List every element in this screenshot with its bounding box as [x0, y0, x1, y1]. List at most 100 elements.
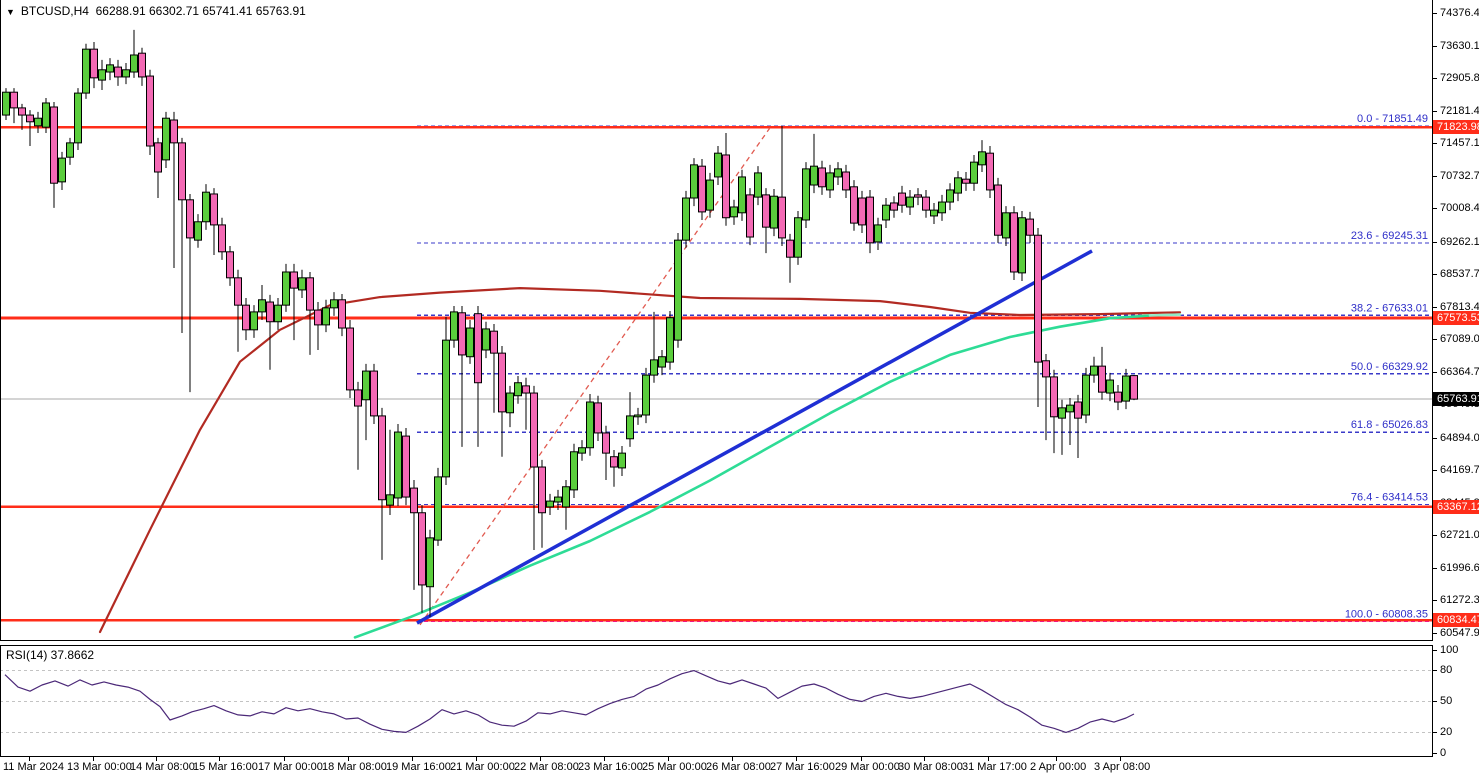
fib-level-label: 76.4 - 63414.53	[1351, 491, 1428, 503]
fib-level-label: 0.0 - 71851.49	[1357, 113, 1428, 125]
time-tick-label: 26 Mar 08:00	[706, 761, 771, 773]
bear-candle	[170, 119, 178, 144]
bull-candle	[506, 392, 514, 414]
rsi-tick: 20	[1433, 726, 1452, 739]
bear-candle	[1130, 375, 1138, 400]
time-tick-label: 22 Mar 08:00	[514, 761, 579, 773]
bear-candle	[290, 271, 298, 289]
bear-candle	[410, 487, 418, 514]
time-tick-mark	[156, 757, 157, 761]
bull-candle	[1018, 217, 1026, 274]
bull-candle	[106, 64, 114, 73]
bear-candle	[90, 48, 98, 79]
bear-candle	[218, 224, 226, 253]
price-tick: 60547.95	[1433, 627, 1479, 640]
bear-candle	[818, 167, 826, 188]
bull-candle	[514, 382, 522, 397]
time-tick-label: 19 Mar 16:00	[386, 761, 451, 773]
bear-candle	[402, 435, 410, 498]
price-tick: 67089.05	[1433, 333, 1479, 346]
bull-candle	[802, 168, 810, 221]
bull-candle	[42, 102, 50, 128]
bear-candle	[154, 142, 162, 173]
rsi-indicator-label: RSI(14) 37.8662	[6, 648, 95, 662]
bull-candle	[882, 204, 890, 221]
bear-candle	[1042, 360, 1050, 378]
bull-candle	[874, 224, 882, 243]
bull-candle	[250, 311, 258, 331]
bull-candle	[906, 196, 914, 208]
bull-candle	[1082, 374, 1090, 416]
price-tick: 73630.15	[1433, 40, 1479, 53]
bull-candle	[562, 486, 570, 508]
rsi-pane-canvas[interactable]	[0, 645, 1433, 757]
time-tick-mark	[1056, 757, 1057, 761]
bull-candle	[442, 339, 450, 478]
bull-candle	[282, 271, 290, 306]
price-axis[interactable]: 74376.45 73630.15 72905.80 72181.45 71457.10…	[1433, 0, 1479, 781]
line-price-badge: 71823.98	[1433, 120, 1479, 135]
bear-candle	[1050, 376, 1058, 418]
time-tick-mark	[219, 757, 220, 761]
bull-candle	[666, 317, 674, 363]
time-tick-label: 14 Mar 08:00	[130, 761, 195, 773]
time-tick-mark	[732, 757, 733, 761]
bull-candle	[810, 165, 818, 186]
bear-candle	[746, 194, 754, 238]
bull-candle	[258, 299, 266, 313]
bear-candle	[226, 251, 234, 279]
bear-candle	[178, 142, 186, 201]
bear-candle	[266, 301, 274, 323]
price-tick: 66364.70	[1433, 366, 1479, 379]
bull-candle	[202, 191, 210, 223]
bull-candle	[122, 69, 130, 78]
bear-candle	[346, 327, 354, 391]
blue-support-trendline[interactable]	[416, 249, 1093, 625]
bear-candle	[370, 370, 378, 417]
fib-level-label: 38.2 - 67633.01	[1351, 302, 1428, 314]
bull-candle	[330, 299, 338, 309]
symbol-dropdown-icon: ▼	[6, 7, 15, 17]
bull-candle	[946, 189, 954, 203]
bull-candle	[690, 164, 698, 199]
time-tick-mark	[284, 757, 285, 761]
bull-candle	[954, 177, 962, 194]
price-tick: 64169.70	[1433, 464, 1479, 477]
bear-candle	[186, 199, 194, 239]
bull-candle	[754, 172, 762, 198]
bull-candle	[322, 307, 330, 326]
bear-candle	[530, 392, 538, 468]
bear-candle	[962, 178, 970, 184]
bull-candle	[2, 91, 10, 116]
bull-candle	[1090, 365, 1098, 376]
rsi-tick: 0	[1433, 747, 1446, 760]
bear-candle	[1034, 234, 1042, 363]
time-tick-mark	[668, 757, 669, 761]
time-tick-mark	[988, 757, 989, 761]
line-price-badge: 67573.53	[1433, 311, 1479, 325]
bull-candle	[434, 476, 442, 541]
bear-candle	[1114, 391, 1122, 403]
price-chart-canvas[interactable]: 0.0 - 71851.49 23.6 - 69245.31 38.2 - 6763…	[0, 0, 1433, 641]
bull-candle	[66, 142, 74, 158]
bear-candle	[1098, 365, 1106, 393]
bull-candle	[274, 304, 282, 323]
bear-candle	[890, 202, 898, 211]
bear-candle	[594, 402, 602, 434]
bull-candle	[730, 206, 738, 218]
bull-candle	[58, 157, 66, 183]
bear-candle	[850, 186, 858, 224]
bear-candle	[994, 184, 1002, 236]
current-price-badge: 65763.91	[1433, 392, 1479, 407]
bear-candle	[306, 277, 314, 311]
time-axis[interactable]: 11 Mar 2024 13 Mar 00:00 14 Mar 08:00 15 Ma…	[0, 757, 1433, 781]
time-tick-label: 31 Mar 17:00	[962, 761, 1027, 773]
bear-candle	[354, 389, 362, 407]
price-tick: 68537.75	[1433, 268, 1479, 281]
bear-candle	[18, 107, 26, 116]
bear-candle	[538, 466, 546, 514]
bear-candle	[698, 165, 706, 213]
line-price-badge: 60834.47	[1433, 613, 1479, 628]
red-dashed-trendline[interactable]	[419, 124, 773, 626]
bull-candle	[938, 201, 946, 214]
